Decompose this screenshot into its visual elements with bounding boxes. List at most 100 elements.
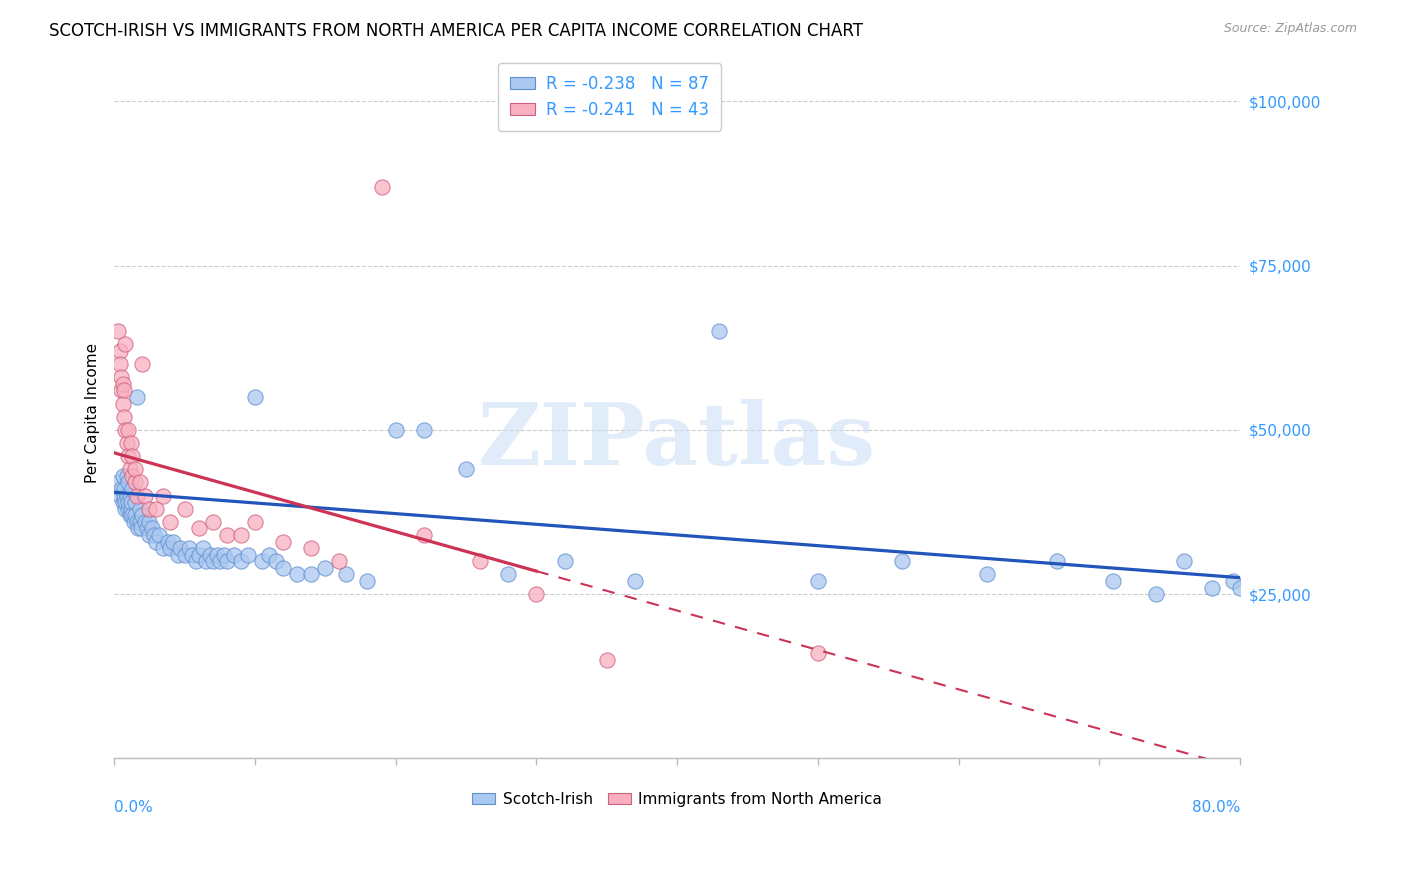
Point xyxy=(1102,574,1125,588)
Point xyxy=(125,515,148,529)
Point xyxy=(328,554,350,568)
Point xyxy=(131,508,153,523)
Text: Source: ZipAtlas.com: Source: ZipAtlas.com xyxy=(1223,22,1357,36)
Point xyxy=(107,324,129,338)
Point xyxy=(412,423,434,437)
Point xyxy=(222,548,245,562)
Point xyxy=(356,574,378,588)
Point xyxy=(243,390,266,404)
Point xyxy=(1222,574,1244,588)
Point xyxy=(131,357,153,371)
Point xyxy=(118,508,141,523)
Y-axis label: Per Capita Income: Per Capita Income xyxy=(86,343,100,483)
Text: ZIPatlas: ZIPatlas xyxy=(478,399,876,483)
Point xyxy=(243,515,266,529)
Point xyxy=(496,567,519,582)
Point xyxy=(187,548,209,562)
Point xyxy=(121,449,143,463)
Point xyxy=(807,646,830,660)
Point xyxy=(454,462,477,476)
Point xyxy=(1229,581,1251,595)
Point xyxy=(1173,554,1195,568)
Point xyxy=(114,337,136,351)
Point xyxy=(162,534,184,549)
Point xyxy=(108,344,131,359)
Point xyxy=(117,475,139,490)
Point xyxy=(187,521,209,535)
Point xyxy=(198,548,221,562)
Point xyxy=(201,554,224,568)
Point xyxy=(370,179,392,194)
Point xyxy=(129,521,152,535)
Point xyxy=(114,423,136,437)
Point xyxy=(156,534,179,549)
Point xyxy=(114,495,136,509)
Point xyxy=(166,548,188,562)
Point xyxy=(118,462,141,476)
Point xyxy=(120,436,142,450)
Point xyxy=(122,515,145,529)
Point xyxy=(108,489,131,503)
Point xyxy=(107,475,129,490)
Point xyxy=(134,489,156,503)
Point xyxy=(117,495,139,509)
Point xyxy=(412,528,434,542)
Point xyxy=(335,567,357,582)
Point xyxy=(127,521,149,535)
Point xyxy=(138,528,160,542)
Point xyxy=(314,561,336,575)
Point xyxy=(807,574,830,588)
Point xyxy=(264,554,287,568)
Text: 80.0%: 80.0% xyxy=(1192,800,1240,814)
Point xyxy=(148,528,170,542)
Point xyxy=(257,548,280,562)
Point xyxy=(384,423,406,437)
Point xyxy=(112,384,135,398)
Point xyxy=(111,396,134,410)
Point xyxy=(236,548,259,562)
Point xyxy=(299,567,322,582)
Point xyxy=(191,541,214,555)
Point xyxy=(112,409,135,424)
Point xyxy=(110,384,132,398)
Point xyxy=(115,489,138,503)
Point xyxy=(111,376,134,391)
Point xyxy=(110,370,132,384)
Point xyxy=(111,495,134,509)
Point xyxy=(709,324,731,338)
Point xyxy=(125,390,148,404)
Point xyxy=(128,515,150,529)
Point xyxy=(976,567,998,582)
Point xyxy=(169,541,191,555)
Point xyxy=(124,495,146,509)
Point xyxy=(1144,587,1167,601)
Point xyxy=(128,475,150,490)
Point xyxy=(142,528,165,542)
Point xyxy=(159,515,181,529)
Point xyxy=(624,574,647,588)
Point xyxy=(111,468,134,483)
Text: SCOTCH-IRISH VS IMMIGRANTS FROM NORTH AMERICA PER CAPITA INCOME CORRELATION CHAR: SCOTCH-IRISH VS IMMIGRANTS FROM NORTH AM… xyxy=(49,22,863,40)
Point xyxy=(141,521,163,535)
Point xyxy=(124,475,146,490)
Point xyxy=(110,482,132,496)
Point xyxy=(121,482,143,496)
Point xyxy=(134,515,156,529)
Point xyxy=(115,468,138,483)
Point xyxy=(177,541,200,555)
Point xyxy=(115,436,138,450)
Point xyxy=(524,587,547,601)
Point xyxy=(891,554,914,568)
Point xyxy=(121,508,143,523)
Point xyxy=(229,528,252,542)
Point xyxy=(159,541,181,555)
Point xyxy=(124,462,146,476)
Point xyxy=(125,489,148,503)
Point xyxy=(145,501,167,516)
Point xyxy=(180,548,202,562)
Point xyxy=(117,501,139,516)
Point xyxy=(208,554,231,568)
Legend: Scotch-Irish, Immigrants from North America: Scotch-Irish, Immigrants from North Amer… xyxy=(465,786,889,813)
Point xyxy=(152,541,174,555)
Point xyxy=(205,548,228,562)
